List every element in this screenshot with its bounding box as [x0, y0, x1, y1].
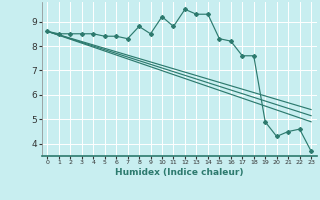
- X-axis label: Humidex (Indice chaleur): Humidex (Indice chaleur): [115, 168, 244, 177]
